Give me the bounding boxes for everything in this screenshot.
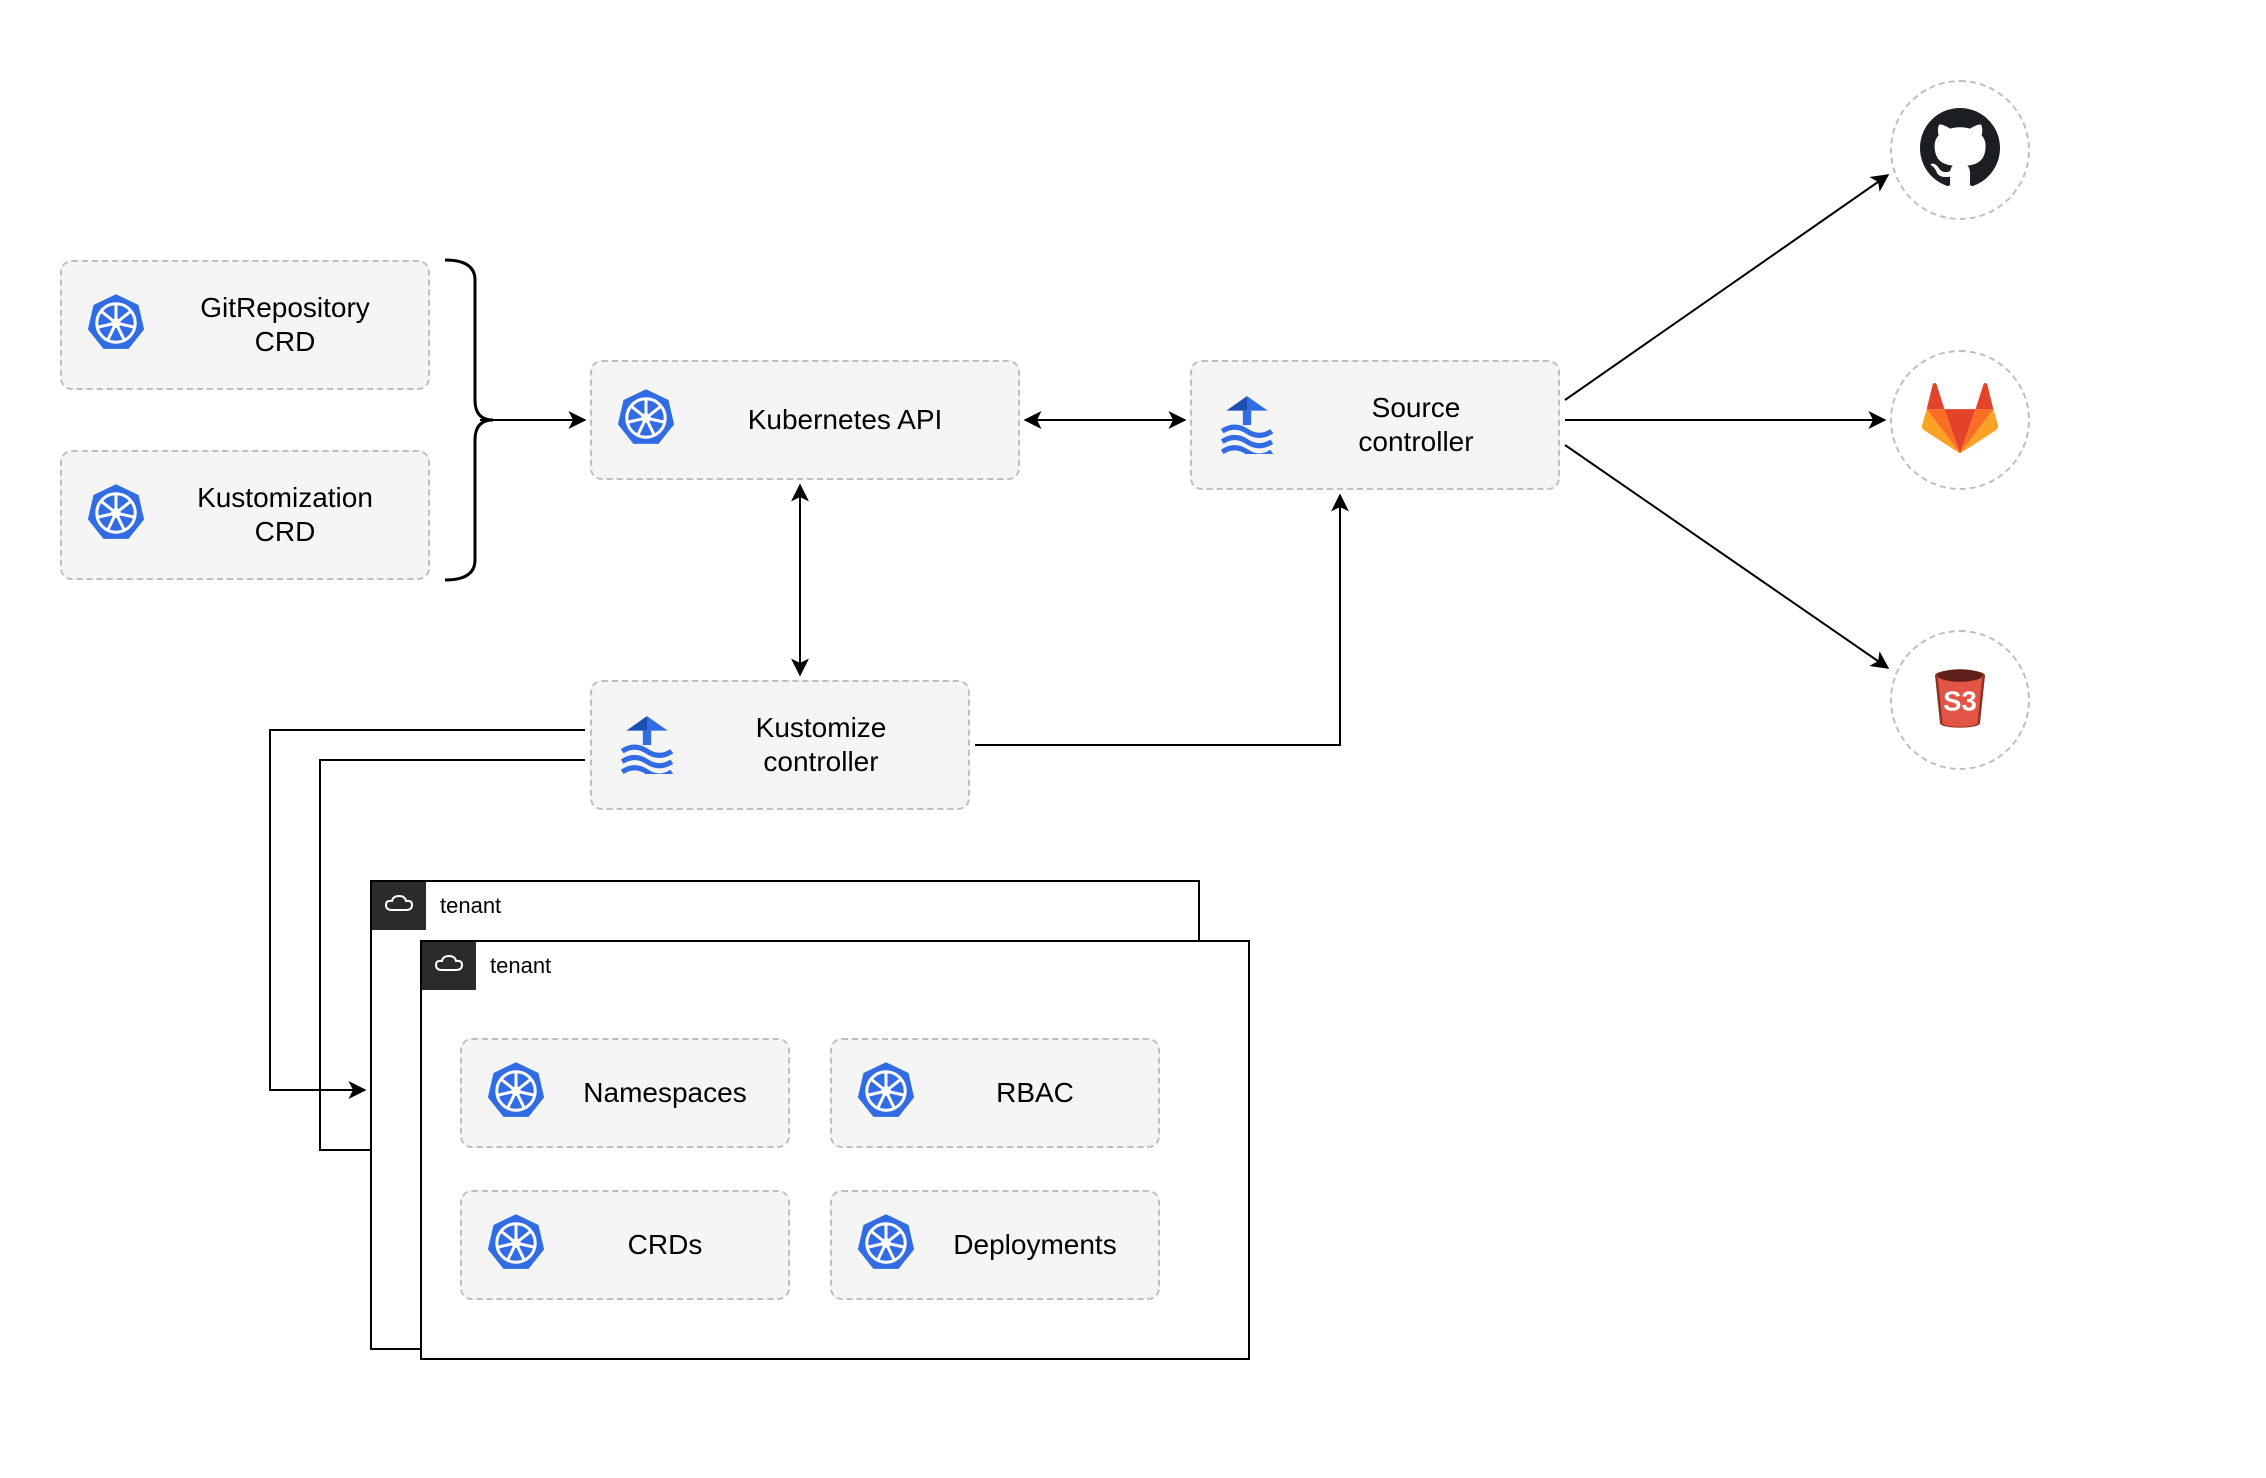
node-label: KustomizationCRD: [166, 481, 404, 548]
tenant-label: tenant: [478, 942, 551, 990]
namespaces-box: Namespaces: [460, 1038, 790, 1148]
source-controller-box: Sourcecontroller: [1190, 360, 1560, 490]
edge-source-to-github: [1565, 175, 1888, 400]
kubernetes-icon: [486, 1213, 546, 1278]
kubernetes-icon: [86, 483, 146, 548]
node-label: Sourcecontroller: [1298, 391, 1534, 458]
flux-icon: [1216, 392, 1278, 459]
crds-box: CRDs: [460, 1190, 790, 1300]
deployments-box: Deployments: [830, 1190, 1160, 1300]
crd-bracket: [445, 260, 493, 580]
kubernetes-api-box: Kubernetes API: [590, 360, 1020, 480]
flux-icon: [616, 712, 678, 779]
kubernetes-icon: [616, 388, 676, 453]
node-label: GitRepositoryCRD: [166, 291, 404, 358]
node-label: Kubernetes API: [696, 403, 994, 437]
tenant-label: tenant: [428, 882, 501, 930]
kubernetes-icon: [86, 293, 146, 358]
rbac-box: RBAC: [830, 1038, 1160, 1148]
kubernetes-icon: [486, 1061, 546, 1126]
kustomize-controller-box: Kustomizecontroller: [590, 680, 970, 810]
edge-kustomize-to-source: [975, 495, 1340, 745]
github-target: [1890, 80, 2030, 220]
kubernetes-icon: [856, 1213, 916, 1278]
git-repository-crd-box: GitRepositoryCRD: [60, 260, 430, 390]
cloud-icon: [384, 894, 414, 919]
kubernetes-icon: [856, 1061, 916, 1126]
gitlab-target: [1890, 350, 2030, 490]
cloud-icon: [434, 954, 464, 979]
gitlab-icon: [1920, 378, 2000, 463]
s3-icon: S3: [1920, 658, 2000, 743]
edge-source-to-s3: [1565, 445, 1888, 668]
svg-text:S3: S3: [1943, 685, 1977, 716]
kustomization-crd-box: KustomizationCRD: [60, 450, 430, 580]
node-label: RBAC: [936, 1076, 1134, 1110]
node-label: Kustomizecontroller: [698, 711, 944, 778]
s3-target: S3: [1890, 630, 2030, 770]
tenant-header: [422, 942, 476, 990]
tenant-header: [372, 882, 426, 930]
node-label: Deployments: [936, 1228, 1134, 1262]
github-icon: [1920, 108, 2000, 193]
node-label: Namespaces: [566, 1076, 764, 1110]
node-label: CRDs: [566, 1228, 764, 1262]
